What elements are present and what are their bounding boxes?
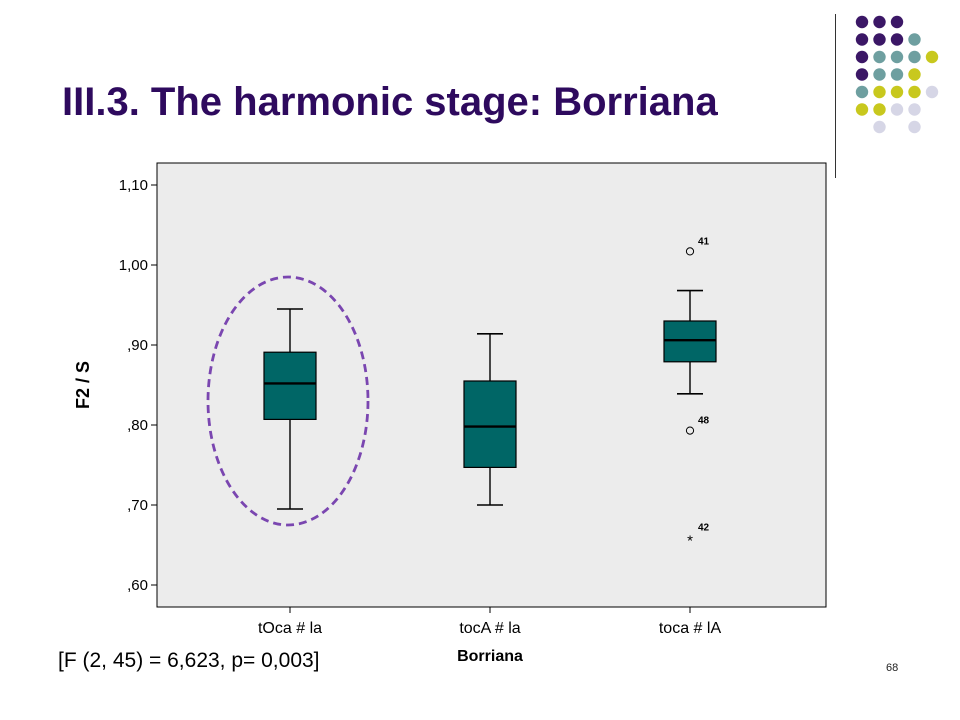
x-tick-label: toca # lA bbox=[659, 620, 722, 637]
y-tick-label: ,80 bbox=[127, 417, 148, 434]
decorative-dot bbox=[855, 85, 869, 99]
decorative-dot bbox=[873, 85, 886, 99]
highlight-ellipse bbox=[206, 275, 370, 527]
decorative-dot bbox=[890, 68, 904, 81]
decorative-dot bbox=[908, 68, 921, 81]
decorative-dot bbox=[873, 50, 886, 64]
decorative-dot bbox=[925, 50, 939, 64]
extreme-label: 42 bbox=[698, 522, 710, 533]
y-tick-label: ,70 bbox=[127, 497, 148, 514]
decorative-dot bbox=[925, 85, 939, 99]
x-tick-label: tocA # la bbox=[459, 620, 520, 637]
slide-title: III.3. The harmonic stage: Borriana bbox=[62, 80, 718, 124]
anova-result-text: [F (2, 45) = 6,623, p= 0,003] bbox=[58, 649, 320, 672]
decorative-dot bbox=[855, 103, 869, 116]
decorative-dot bbox=[890, 33, 904, 46]
decorative-dot bbox=[908, 50, 921, 64]
y-tick-label: ,60 bbox=[127, 577, 148, 594]
y-tick-label: ,90 bbox=[127, 337, 148, 354]
decorative-dot bbox=[855, 15, 869, 29]
interquartile-box bbox=[263, 351, 317, 421]
outlier-point bbox=[685, 426, 695, 435]
decorative-dot bbox=[855, 33, 869, 46]
decorative-dot bbox=[908, 85, 921, 99]
decorative-dot bbox=[873, 68, 886, 81]
y-tick-label: 1,00 bbox=[119, 257, 148, 274]
decorative-dot bbox=[890, 50, 904, 64]
decorative-divider-line bbox=[835, 14, 836, 178]
box-group: 41 48 * 42 bbox=[663, 236, 717, 549]
decorative-dot-grid bbox=[855, 15, 939, 134]
outlier-point bbox=[685, 247, 695, 256]
outlier-label: 41 bbox=[698, 236, 710, 247]
x-tick-label: tOca # la bbox=[258, 620, 322, 637]
interquartile-box bbox=[463, 380, 517, 469]
decorative-dot bbox=[890, 103, 904, 116]
decorative-dot bbox=[855, 50, 869, 64]
decorative-dot bbox=[873, 120, 886, 134]
decorative-dot bbox=[873, 15, 886, 29]
box-group bbox=[463, 332, 517, 506]
x-axis-label: Borriana bbox=[457, 648, 523, 665]
decorative-dot bbox=[908, 120, 921, 134]
decorative-dot bbox=[908, 103, 921, 116]
decorative-dot bbox=[855, 68, 869, 81]
decorative-dot bbox=[908, 33, 921, 46]
extreme-point: * bbox=[687, 532, 693, 549]
y-tick-label: 1,10 bbox=[119, 177, 148, 194]
page-number: 68 bbox=[886, 662, 899, 674]
decorative-dot bbox=[890, 15, 904, 29]
box-group bbox=[263, 308, 317, 510]
decorative-dot bbox=[873, 33, 886, 46]
outlier-label: 48 bbox=[698, 416, 710, 427]
decorative-dot bbox=[873, 103, 886, 116]
y-axis-label: F2 / S bbox=[73, 361, 93, 409]
decorative-dot bbox=[890, 85, 904, 99]
